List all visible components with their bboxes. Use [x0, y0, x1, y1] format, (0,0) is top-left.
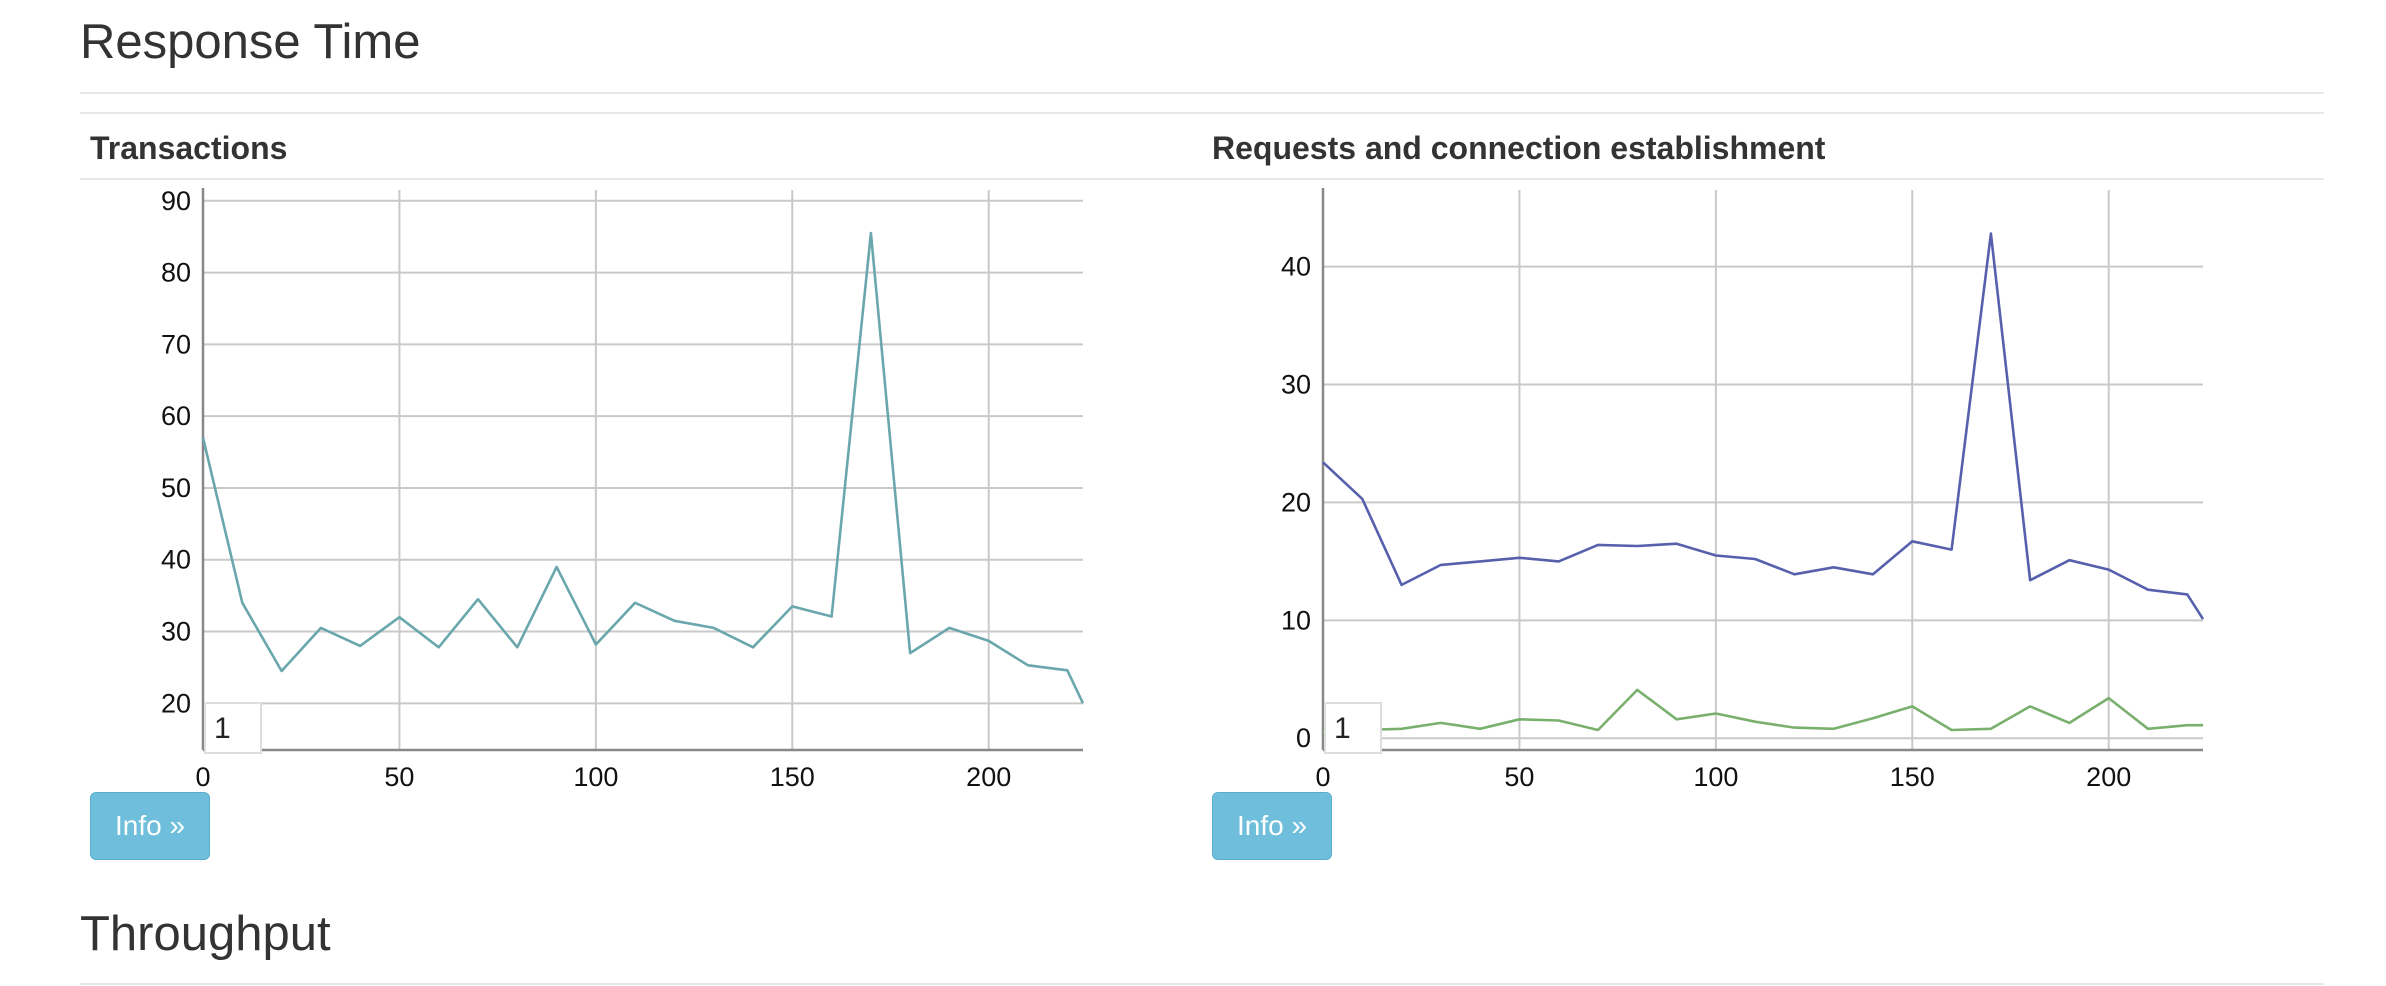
panel-title-transactions: Transactions [90, 130, 288, 166]
y-tick-label: 40 [1281, 252, 1311, 282]
x-tick-label: 50 [384, 762, 414, 792]
section-title-throughput: Throughput [80, 907, 331, 961]
info-button-transactions[interactable]: Info » [90, 792, 210, 860]
x-tick-label: 150 [770, 762, 815, 792]
y-tick-label: 20 [1281, 487, 1311, 517]
y-tick-label: 50 [161, 473, 191, 503]
panel-header-top-rule [80, 112, 2324, 114]
x-tick-label: 200 [2086, 762, 2131, 792]
y-tick-label: 60 [161, 401, 191, 431]
range-selector-input[interactable]: 1 [1324, 702, 1382, 754]
panel-title-requests: Requests and connection establishment [1212, 130, 1826, 166]
transactions-chart: 0 50 100 150 200 20 30 40 50 60 70 80 90 [161, 186, 1085, 792]
series-line-1 [1322, 688, 2203, 734]
x-tick-label: 50 [1504, 762, 1534, 792]
panel-header-bottom-rule [80, 178, 2324, 180]
section-divider [80, 983, 2324, 985]
y-tick-label: 40 [161, 545, 191, 575]
x-tick-label: 100 [573, 762, 618, 792]
section-title-response-time: Response Time [80, 15, 421, 69]
series-line-0 [1322, 232, 2205, 620]
x-tick-label: 100 [1693, 762, 1738, 792]
info-button-requests[interactable]: Info » [1212, 792, 1332, 860]
y-tick-label: 20 [161, 688, 191, 718]
range-selector-input[interactable]: 1 [204, 702, 262, 754]
x-tick-label: 0 [195, 762, 210, 792]
y-tick-label: 90 [161, 186, 191, 216]
section-divider [80, 92, 2324, 94]
x-tick-label: 200 [966, 762, 1011, 792]
y-tick-label: 30 [1281, 370, 1311, 400]
requests-chart: 0 50 100 150 200 0 10 20 30 40 [1281, 188, 2205, 792]
y-tick-label: 10 [1281, 605, 1311, 635]
y-tick-label: 0 [1296, 723, 1311, 753]
y-tick-label: 30 [161, 617, 191, 647]
series-line-0 [201, 231, 1085, 704]
x-tick-label: 0 [1315, 762, 1330, 792]
y-tick-label: 70 [161, 329, 191, 359]
y-tick-label: 80 [161, 258, 191, 288]
x-tick-label: 150 [1890, 762, 1935, 792]
